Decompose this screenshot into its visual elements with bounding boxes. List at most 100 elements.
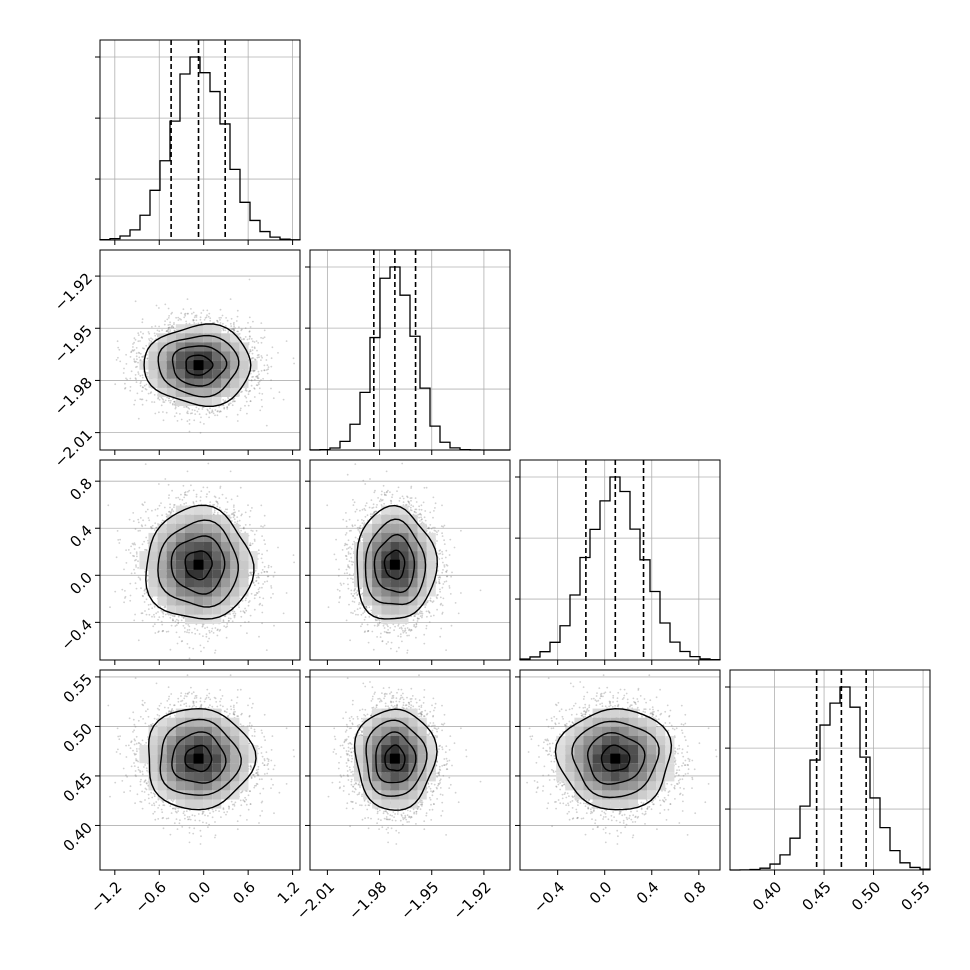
sample-point xyxy=(122,372,125,374)
sample-point xyxy=(162,419,165,422)
sample-point xyxy=(209,407,211,410)
density-cell xyxy=(148,351,158,361)
sample-point xyxy=(255,375,257,378)
sample-point xyxy=(125,363,128,365)
sample-point xyxy=(142,347,144,349)
sample-point xyxy=(219,308,222,311)
sample-point xyxy=(142,332,145,335)
sample-point xyxy=(257,377,260,380)
density-peak xyxy=(193,360,204,371)
sample-point xyxy=(263,336,266,339)
density-cell xyxy=(203,324,213,334)
sample-point xyxy=(199,318,202,321)
sample-point xyxy=(195,319,198,322)
sample-point xyxy=(133,337,136,340)
sample-point xyxy=(114,383,117,386)
sample-point xyxy=(183,316,186,319)
sample-point xyxy=(193,322,196,324)
sample-point xyxy=(272,397,275,400)
sample-point xyxy=(132,346,134,348)
sample-point xyxy=(241,338,243,341)
sample-point xyxy=(154,334,157,337)
sample-point xyxy=(229,322,232,325)
sample-point xyxy=(253,369,255,372)
sample-point xyxy=(128,518,131,521)
panel-0-0 xyxy=(95,39,301,245)
sample-point xyxy=(230,317,233,320)
sample-point xyxy=(220,316,222,319)
sample-point xyxy=(141,398,144,401)
sample-point xyxy=(208,312,211,315)
sample-point xyxy=(146,357,149,360)
sample-point xyxy=(222,322,224,325)
sample-point xyxy=(187,406,190,409)
sample-point xyxy=(200,312,203,314)
sample-point xyxy=(193,316,196,319)
sample-point xyxy=(266,372,269,375)
sample-point xyxy=(253,594,256,597)
sample-point xyxy=(253,387,256,389)
sample-point xyxy=(115,359,118,361)
sample-point xyxy=(137,332,140,335)
density-cell xyxy=(203,396,213,406)
sample-point xyxy=(253,341,256,343)
sample-point xyxy=(107,504,110,507)
density-cell xyxy=(221,333,231,343)
sample-point xyxy=(174,406,177,408)
sample-point xyxy=(230,328,233,331)
sample-point xyxy=(239,407,242,410)
sample-point xyxy=(135,381,138,383)
sample-point xyxy=(206,408,209,411)
sample-point xyxy=(192,318,195,321)
sample-point xyxy=(233,616,236,619)
sample-point xyxy=(162,411,164,413)
sample-point xyxy=(258,635,260,638)
sample-point xyxy=(133,358,136,360)
sample-point xyxy=(149,392,152,395)
sample-point xyxy=(142,386,145,389)
sample-point xyxy=(213,511,216,514)
panel-2-0 xyxy=(95,459,301,665)
sample-point xyxy=(225,317,228,319)
sample-point xyxy=(156,329,159,332)
sample-point xyxy=(156,507,159,510)
sample-point xyxy=(251,346,254,349)
sample-point xyxy=(187,312,189,315)
sample-point xyxy=(133,403,136,406)
sample-point xyxy=(252,370,255,373)
sample-point xyxy=(245,390,248,392)
sample-point xyxy=(258,356,260,359)
sample-point xyxy=(141,390,144,392)
sample-point xyxy=(256,376,259,378)
sample-point xyxy=(135,566,138,568)
sample-point xyxy=(258,380,261,383)
sample-point xyxy=(270,365,273,368)
density-cell xyxy=(175,351,185,361)
sample-point xyxy=(158,307,160,309)
sample-point xyxy=(272,575,275,578)
sample-point xyxy=(196,410,199,413)
sample-point xyxy=(254,569,257,572)
sample-point xyxy=(237,330,240,333)
sample-point xyxy=(136,358,138,361)
sample-point xyxy=(263,581,266,583)
density-cell xyxy=(203,333,213,343)
sample-point xyxy=(173,400,176,403)
sample-point xyxy=(250,573,253,576)
density-cell xyxy=(157,342,167,352)
sample-point xyxy=(119,360,122,363)
sample-point xyxy=(251,376,254,378)
sample-point xyxy=(222,328,225,331)
sample-point xyxy=(191,412,193,415)
sample-point xyxy=(148,338,150,340)
sample-point xyxy=(245,400,248,403)
sample-point xyxy=(247,393,250,396)
sample-point xyxy=(182,308,185,311)
sample-point xyxy=(259,409,262,412)
sample-point xyxy=(260,399,263,401)
sample-point xyxy=(130,350,133,353)
sample-point xyxy=(248,316,251,319)
sample-point xyxy=(139,374,142,377)
sample-point xyxy=(229,298,232,300)
sample-point xyxy=(168,397,171,399)
